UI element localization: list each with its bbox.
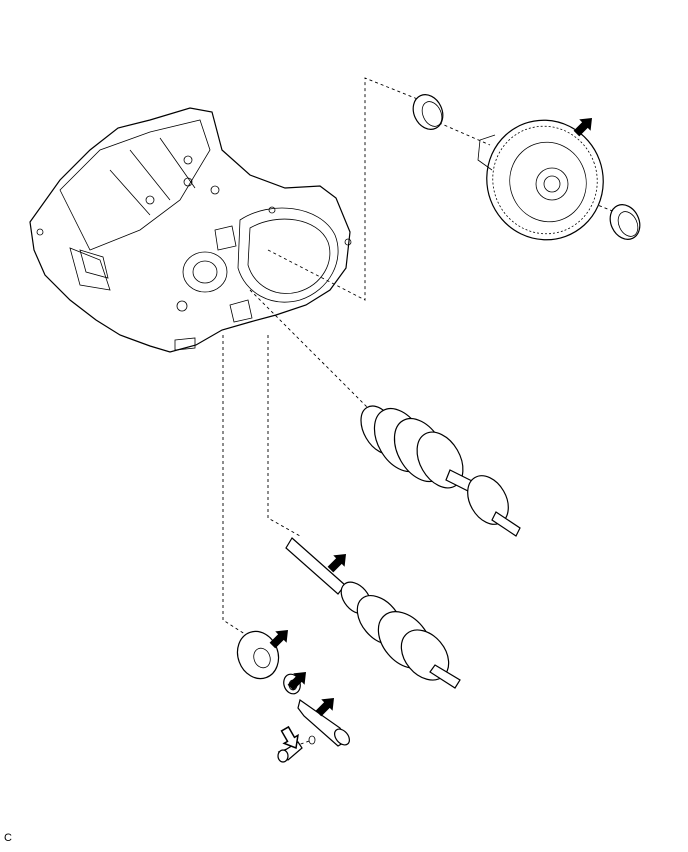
solid-arrow-icon: [327, 554, 346, 573]
solid-arrow-icon: [287, 672, 306, 691]
output-shaft-assembly: [360, 405, 521, 537]
differential-bearing-outer-race-left: [412, 94, 444, 130]
reverse-idler-shaft: [297, 699, 350, 747]
transaxle-case: [29, 107, 352, 353]
input-shaft-assembly: [285, 537, 461, 689]
reverse-idler-gear: [236, 630, 280, 680]
o-ring: [308, 735, 316, 745]
differential-assembly: [477, 119, 604, 241]
outline-arrow-icon: [280, 725, 299, 750]
differential-bearing-outer-race-right: [609, 204, 641, 240]
solid-arrow-icon: [269, 630, 288, 649]
figure-code: C: [4, 832, 12, 844]
bolt: [277, 741, 303, 763]
solid-arrow-icon: [315, 698, 334, 717]
solid-arrow-icon: [573, 118, 592, 137]
